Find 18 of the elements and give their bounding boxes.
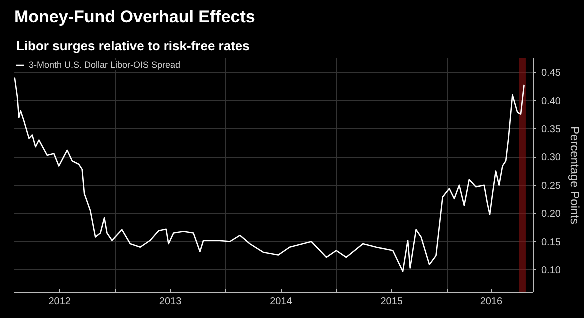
y-axis-title: Percentage Points [568, 126, 582, 225]
x-tick-label: 2012 [48, 296, 72, 308]
y-tick-label: 0.45 [542, 68, 562, 80]
y-tick-label: 0.20 [542, 209, 562, 220]
y-tick-label: 0.10 [542, 265, 562, 276]
y-tick-label: 0.15 [542, 237, 562, 248]
line-series [14, 77, 525, 272]
x-tick-label: 2016 [480, 296, 504, 308]
legend-label: 3-Month U.S. Dollar Libor-OIS Spread [29, 60, 181, 70]
y-tick-label: 0.35 [542, 124, 562, 136]
chart-subtitle: Libor surges relative to risk-free rates [16, 38, 250, 54]
chart-title: Money-Fund Overhaul Effects [14, 8, 256, 26]
y-tick-label: 0.30 [542, 152, 562, 164]
x-tick-label: 2014 [270, 296, 293, 308]
x-tick-label: 2013 [159, 296, 182, 308]
y-tick-label: 0.40 [542, 96, 562, 108]
x-tick-label: 2015 [380, 296, 404, 308]
y-tick-label: 0.25 [542, 180, 562, 192]
